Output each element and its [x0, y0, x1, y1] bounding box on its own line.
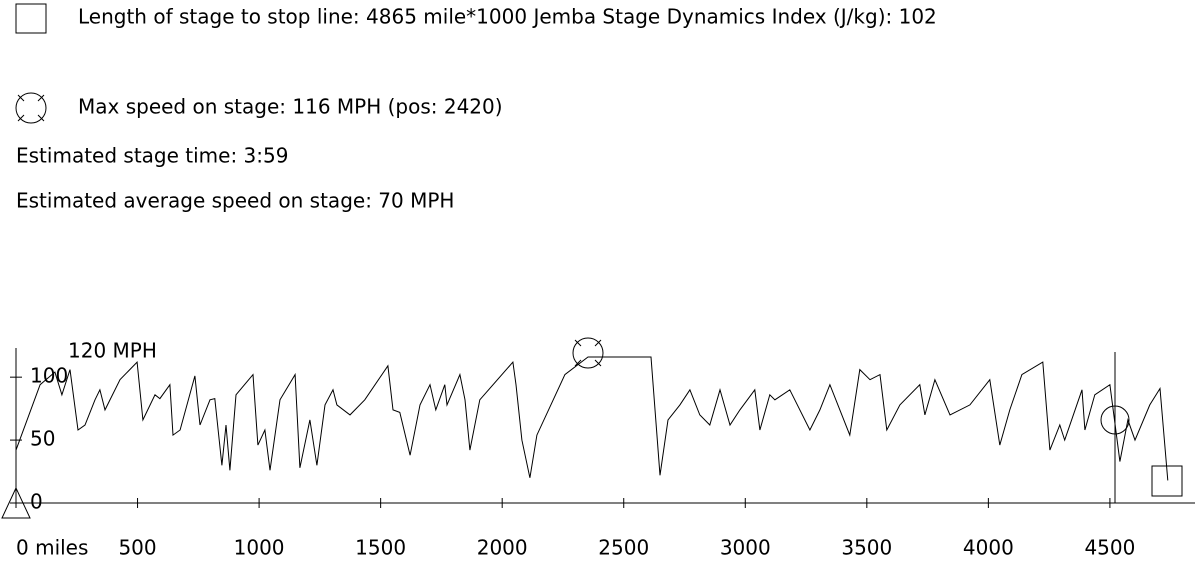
x-tick-label: 1500 [355, 536, 406, 560]
x-tick-label: 0 miles [16, 536, 88, 560]
y-tick-label: 0 [30, 490, 43, 514]
info-line: Estimated average speed on stage: 70 MPH [16, 189, 454, 213]
x-tick-label: 2500 [598, 536, 649, 560]
y-unit-label: 120 MPH [68, 339, 157, 363]
max-speed-icon [15, 92, 47, 124]
max-speed-icon-cross [17, 94, 45, 122]
max-speed-marker-cross [574, 339, 602, 367]
x-tick-label: 4000 [963, 536, 1014, 560]
x-tick-label: 2000 [477, 536, 528, 560]
x-tick-label: 1000 [234, 536, 285, 560]
speed-line [15, 356, 1169, 481]
max-speed-marker [572, 337, 604, 369]
x-tick-label: 3500 [841, 536, 892, 560]
y-tick-label: 100 [30, 364, 68, 388]
info-line: Max speed on stage: 116 MPH (pos: 2420) [78, 95, 503, 119]
x-tick-label: 3000 [720, 536, 771, 560]
info-line: Estimated stage time: 3:59 [16, 144, 288, 168]
stop-line-icon [15, 3, 47, 34]
info-line: Length of stage to stop line: 4865 mile*… [78, 5, 937, 29]
y-tick-label: 50 [30, 427, 55, 451]
position-marker [1100, 405, 1130, 435]
x-tick-label: 500 [118, 536, 156, 560]
x-tick-label: 4500 [1084, 536, 1135, 560]
